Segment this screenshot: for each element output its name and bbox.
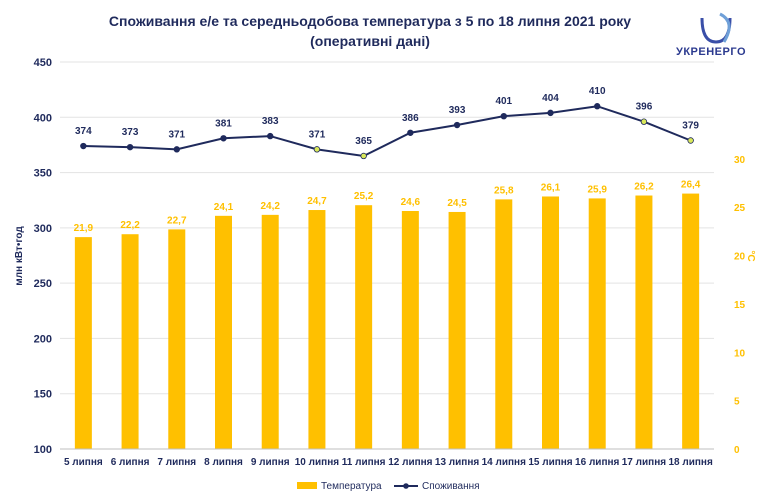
consumption-point <box>267 132 274 140</box>
legend-temperature-swatch <box>297 482 317 489</box>
chart-title-line1: Споживання е/е та середньодобова темпера… <box>108 13 632 29</box>
consumption-line <box>83 105 692 158</box>
consumption-data-label: 396 <box>636 102 653 113</box>
temperature-data-label: 26,4 <box>681 180 701 191</box>
temperature-data-label: 22,7 <box>167 215 187 226</box>
temperature-bar <box>588 198 606 449</box>
temperature-data-label: 22,2 <box>120 220 140 231</box>
consumption-point <box>407 129 414 136</box>
y-left-tick-label: 200 <box>34 333 52 345</box>
temperature-data-label: 26,2 <box>634 182 654 193</box>
x-tick-label: 10 липня <box>295 457 339 468</box>
y-right-tick-label: 0 <box>734 445 740 456</box>
logo-wordmark: УКРЕНЕРГО <box>676 46 746 58</box>
temperature-bar <box>495 199 513 449</box>
temperature-bar <box>682 193 700 449</box>
x-tick-label: 5 липня <box>64 457 103 468</box>
consumption-point <box>126 143 134 151</box>
consumption-data-label: 373 <box>122 127 139 138</box>
consumption-data-label: 410 <box>589 86 606 97</box>
temperature-data-label: 24,5 <box>447 198 467 209</box>
temperature-data-label: 24,6 <box>401 197 421 208</box>
consumption-data-label: 365 <box>355 136 372 147</box>
consumption-point <box>220 135 227 142</box>
y-right-axis-title: °C <box>745 250 756 261</box>
consumption-point <box>173 146 180 153</box>
y-left-tick-label: 150 <box>34 389 52 401</box>
y-left-tick-label: 300 <box>34 223 52 235</box>
consumption-point <box>594 103 601 110</box>
temperature-bar <box>74 237 92 449</box>
consumption-data-label: 386 <box>402 113 419 124</box>
x-tick-label: 12 липня <box>388 457 432 468</box>
consumption-data-label: 371 <box>168 129 185 140</box>
temperature-data-label: 25,8 <box>494 185 514 196</box>
consumption-data-label: 371 <box>309 129 326 140</box>
y-right-tick-label: 15 <box>734 300 746 311</box>
consumption-data-label: 379 <box>682 121 699 132</box>
x-tick-label: 6 липня <box>111 457 150 468</box>
y-left-tick-label: 350 <box>34 168 52 180</box>
consumption-point <box>313 146 321 153</box>
x-tick-label: 9 липня <box>251 457 290 468</box>
legend-temperature-label: Температура <box>321 481 382 492</box>
consumption-point <box>687 137 694 144</box>
y-right-tick-label: 20 <box>734 252 746 263</box>
y-right-tick-label: 10 <box>734 348 746 359</box>
y-left-tick-label: 250 <box>34 278 52 290</box>
x-tick-label: 14 липня <box>482 457 526 468</box>
ukrenergo-logo-icon <box>700 12 732 44</box>
temperature-bar <box>401 210 419 449</box>
y-left-tick-label: 400 <box>34 112 52 124</box>
temperature-bar <box>542 196 559 449</box>
temperature-bar <box>121 234 139 449</box>
y-left-tick-label: 100 <box>34 444 52 456</box>
x-tick-label: 15 липня <box>528 457 572 468</box>
temperature-bar <box>168 229 186 449</box>
consumption-data-label: 374 <box>75 126 92 137</box>
temperature-data-label: 24,2 <box>260 201 280 212</box>
temperature-data-label: 25,9 <box>587 184 607 195</box>
y-right-tick-label: 5 <box>734 397 740 408</box>
consumption-point <box>640 118 648 125</box>
consumption-data-label: 401 <box>495 96 512 107</box>
y-left-tick-label: 450 <box>34 57 52 69</box>
legend-consumption-marker <box>403 483 409 489</box>
legend-consumption-label: Споживання <box>422 481 480 492</box>
temperature-data-label: 24,1 <box>214 202 234 213</box>
x-tick-label: 8 липня <box>204 457 243 468</box>
x-tick-label: 7 липня <box>157 457 196 468</box>
temperature-data-label: 26,1 <box>541 182 561 193</box>
temperature-bar <box>635 195 653 449</box>
temperature-data-label: 25,2 <box>354 191 374 202</box>
temperature-data-label: 21,9 <box>74 223 94 234</box>
consumption-point <box>500 112 507 120</box>
consumption-point <box>453 121 461 129</box>
x-tick-label: 17 липня <box>622 457 666 468</box>
temperature-bar <box>215 215 232 449</box>
consumption-point <box>360 152 367 160</box>
temperature-bar <box>448 211 466 449</box>
consumption-data-label: 381 <box>215 118 232 129</box>
x-tick-label: 11 липня <box>342 457 386 468</box>
temperature-bar <box>261 214 279 449</box>
consumption-point <box>547 109 554 117</box>
temperature-bar <box>355 205 373 449</box>
x-tick-label: 18 липня <box>668 457 712 468</box>
y-left-axis-title: млн кВт•год <box>14 226 25 286</box>
x-tick-label: 13 липня <box>435 457 479 468</box>
chart-title-line2: (оперативні дані) <box>310 33 430 49</box>
consumption-data-label: 393 <box>449 105 466 116</box>
temperature-bar <box>308 210 326 449</box>
y-right-tick-label: 30 <box>734 155 746 166</box>
y-right-tick-label: 25 <box>734 203 746 214</box>
consumption-point <box>80 142 87 150</box>
temperature-data-label: 24,7 <box>307 196 327 207</box>
consumption-data-label: 383 <box>262 116 279 127</box>
consumption-data-label: 404 <box>542 93 559 104</box>
x-tick-label: 16 липня <box>575 457 619 468</box>
